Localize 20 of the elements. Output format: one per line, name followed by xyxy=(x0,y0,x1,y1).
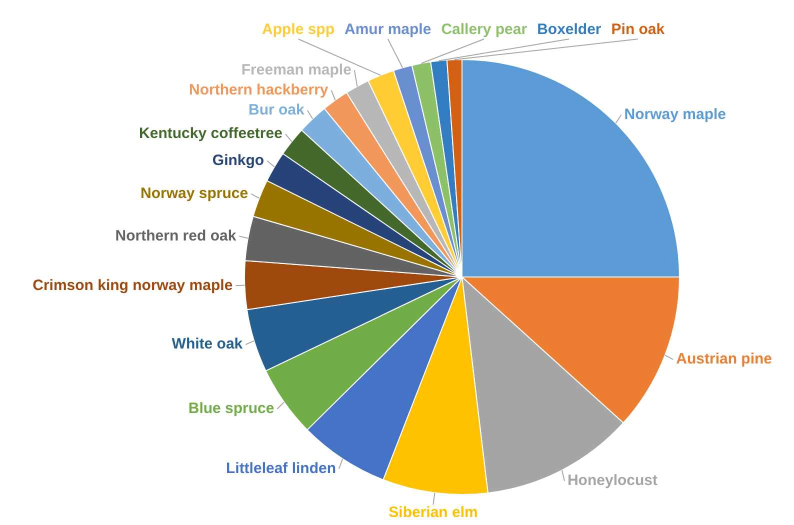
slice-label: Norway maple xyxy=(624,106,726,123)
slice-label: Northern hackberry xyxy=(189,81,329,98)
slice-label: Northern red oak xyxy=(115,227,237,244)
slice-label: Apple spp xyxy=(262,21,335,38)
slice-label: Boxelder xyxy=(537,21,602,38)
slice-label: Kentucky coffeetree xyxy=(139,125,282,142)
slice-label: Austrian pine xyxy=(676,350,772,368)
slice-label: Honeylocust xyxy=(567,472,658,489)
slice-label: Callery pear xyxy=(441,21,528,38)
slice-label: Norway spruce xyxy=(140,185,248,202)
slice-label: Amur maple xyxy=(344,21,432,38)
slice-label: Blue spruce xyxy=(188,400,274,418)
slice-label: Bur oak xyxy=(248,101,306,118)
slice-label: Ginkgo xyxy=(212,152,264,169)
slice-label: Littleleaf linden xyxy=(226,460,336,477)
slice-label: Crimson king norway maple xyxy=(32,276,233,294)
slice-label: Freeman maple xyxy=(241,61,352,78)
slice-label: White oak xyxy=(172,336,244,353)
slice-label: Pin oak xyxy=(611,21,666,38)
slice-label: Siberian elm xyxy=(388,504,478,521)
